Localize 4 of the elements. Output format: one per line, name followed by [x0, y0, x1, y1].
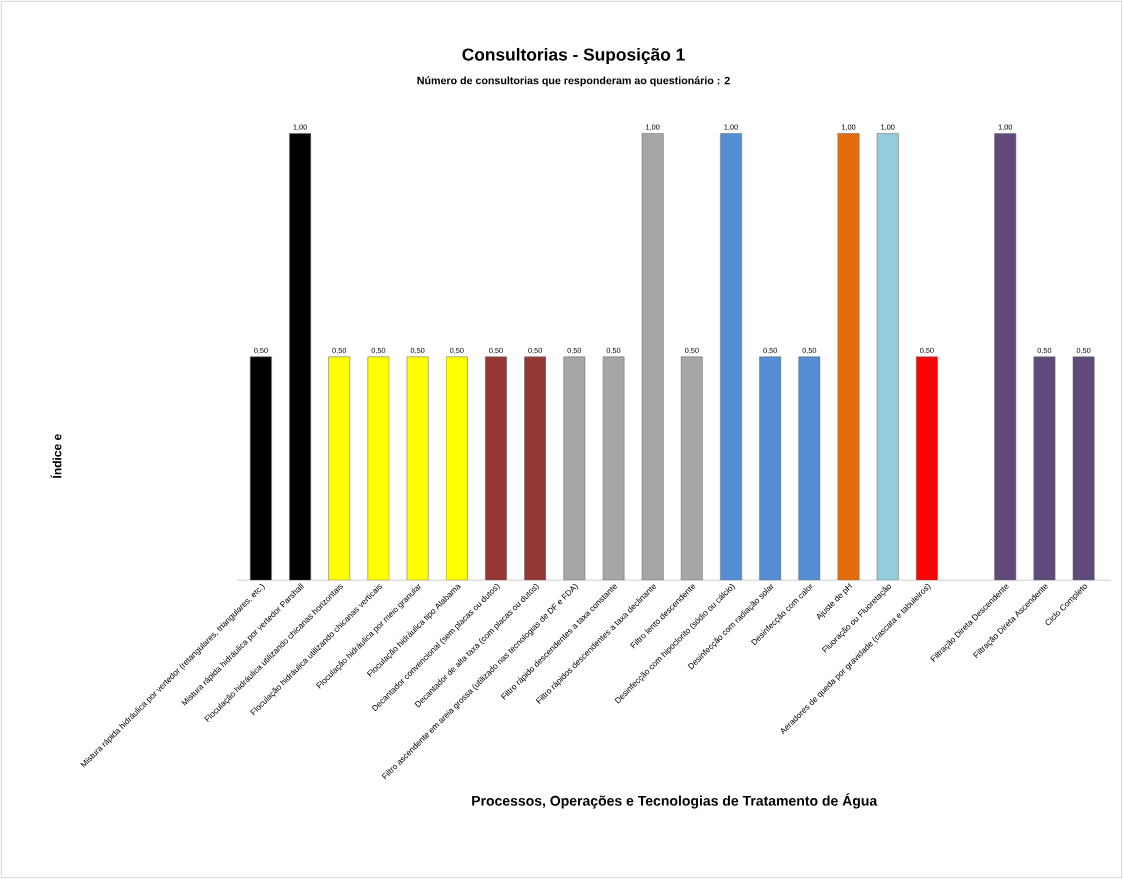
y-axis-title: Índice e	[50, 434, 62, 478]
chart-title: Consultorias - Suposição 1	[462, 47, 685, 65]
chart-subtitle: Número de consultorias que responderam ao questionário : 2	[417, 76, 730, 87]
x-axis-title: Processos, Operações e Tecnologias de Tratamento de Água	[472, 793, 878, 809]
